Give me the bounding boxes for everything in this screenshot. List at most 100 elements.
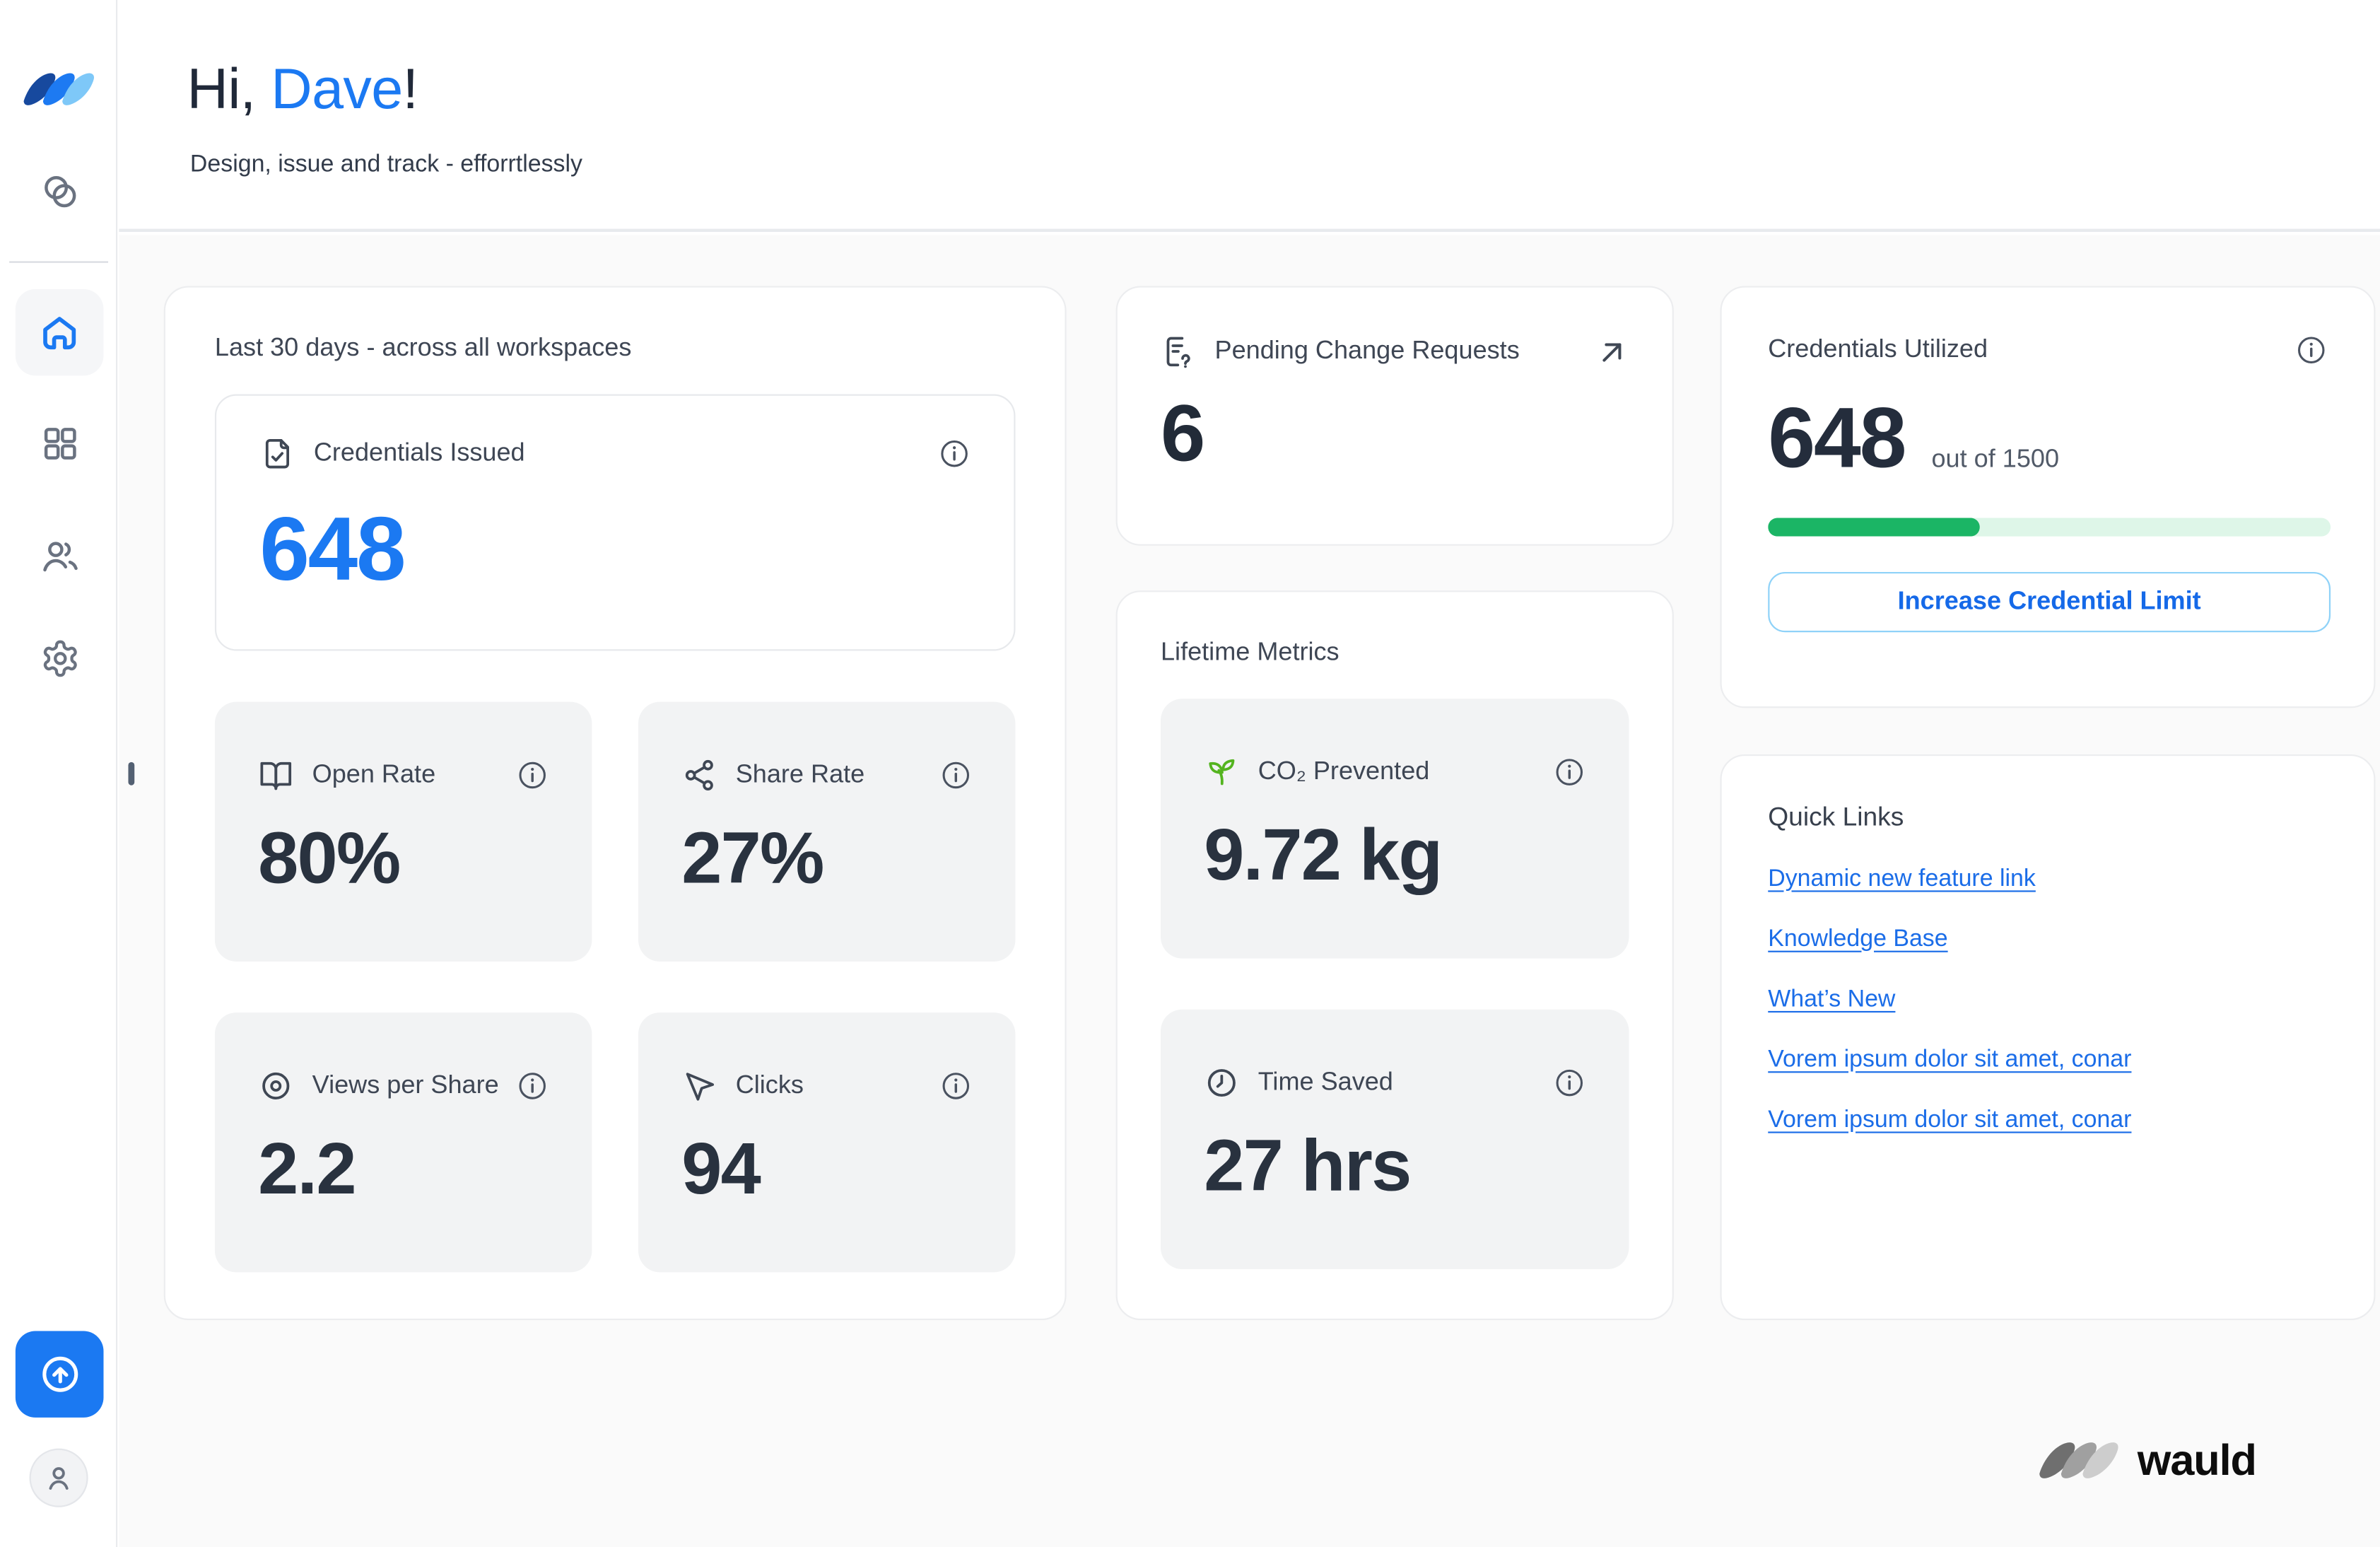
- share-rate-info-button[interactable]: [939, 759, 972, 792]
- info-icon: [1556, 759, 1583, 786]
- brand-name: wauld: [2137, 1436, 2257, 1484]
- open-rate-label: Open Rate: [312, 760, 436, 789]
- share-rate-label: Share Rate: [735, 760, 865, 789]
- credentials-issued-card: Credentials Issued 648: [214, 394, 1016, 651]
- pending-label: Pending Change Requests: [1214, 337, 1520, 365]
- cursor-icon: [686, 1073, 715, 1101]
- credentials-utilized-value: 648: [1768, 389, 1906, 486]
- views-per-share-label-row: Views per Share: [258, 1068, 516, 1104]
- sidebar-item-settings[interactable]: [16, 615, 104, 701]
- metrics-grid: Open Rate 80% Share Rate: [214, 701, 1016, 1273]
- quick-links-title: Quick Links: [1768, 802, 1904, 832]
- quick-link-vorem-1[interactable]: Vorem ipsum dolor sit amet, conar: [1768, 1046, 2132, 1073]
- views-per-share-info-button[interactable]: [516, 1070, 549, 1102]
- info-icon: [942, 761, 970, 789]
- pending-label-row: Pending Change Requests: [1161, 334, 1595, 369]
- circles-overlap-icon: [44, 175, 76, 208]
- credentials-utilized-card: Credentials Utilized 648 out of 1500 Inc…: [1720, 286, 2376, 708]
- pending-value: 6: [1160, 389, 1205, 479]
- list-item: What’s New: [1768, 969, 2327, 1029]
- pending-change-requests-card: Pending Change Requests 6: [1115, 286, 1674, 546]
- credentials-progress-bar: [1768, 518, 2331, 537]
- credentials-issued-info-button[interactable]: [938, 438, 971, 470]
- credentials-issued-label: Credentials Issued: [313, 438, 525, 467]
- clicks-value: 94: [681, 1126, 761, 1209]
- open-rate-value: 80%: [258, 816, 401, 899]
- brand-wave-icon: [2039, 1442, 2118, 1478]
- main-content: Last 30 days - across all workspaces Cre…: [119, 235, 2380, 1547]
- time-saved-card: Time Saved 27 hrs: [1160, 1009, 1629, 1270]
- info-icon: [2297, 337, 2325, 364]
- co2-prevented-value: 9.72 kg: [1204, 813, 1443, 895]
- grid-icon: [43, 428, 76, 460]
- brand-logo-icon: [23, 73, 94, 105]
- header: Hi, Dave! Design, issue and track - effo…: [119, 0, 2380, 232]
- pending-open-button[interactable]: [1595, 334, 1629, 368]
- book-open-icon: [260, 761, 292, 790]
- clicks-label-row: Clicks: [681, 1068, 939, 1104]
- quick-link-whats-new[interactable]: What’s New: [1768, 985, 1896, 1012]
- clicks-label: Clicks: [735, 1071, 804, 1099]
- open-rate-info-button[interactable]: [516, 759, 549, 792]
- quick-link-dynamic-feature[interactable]: Dynamic new feature link: [1768, 865, 2036, 892]
- info-icon: [519, 1073, 546, 1099]
- page-subtitle: Design, issue and track - efforrtlessly: [189, 151, 582, 178]
- quick-link-vorem-2[interactable]: Vorem ipsum dolor sit amet, conar: [1768, 1106, 2132, 1133]
- list-item: Vorem ipsum dolor sit amet, conar: [1768, 1029, 2327, 1090]
- eye-icon: [262, 1072, 290, 1100]
- sidebar-item-users[interactable]: [16, 513, 104, 600]
- user-avatar[interactable]: [29, 1448, 88, 1507]
- sidebar-divider: [9, 261, 109, 263]
- upload-circle-icon: [42, 1356, 78, 1392]
- views-per-share-label: Views per Share: [312, 1071, 499, 1099]
- credentials-issued-label-row: Credentials Issued: [259, 436, 938, 472]
- quick-link-knowledge-base[interactable]: Knowledge Base: [1768, 925, 1948, 952]
- sidebar-resize-handle[interactable]: [128, 761, 135, 786]
- person-icon: [49, 1467, 69, 1490]
- open-rate-card: Open Rate 80%: [214, 701, 592, 962]
- co2-prevented-card: CO₂ Prevented 9.72 kg: [1160, 699, 1629, 959]
- users-icon: [42, 542, 77, 572]
- info-icon: [942, 1073, 970, 1099]
- settings-icon: [42, 640, 76, 677]
- sidebar-item-home[interactable]: [15, 288, 104, 376]
- user-name: Dave: [271, 57, 403, 121]
- time-saved-label-row: Time Saved: [1204, 1065, 1553, 1100]
- info-icon: [519, 761, 546, 789]
- increase-credential-limit-button[interactable]: Increase Credential Limit: [1768, 571, 2331, 633]
- quick-links-list: Dynamic new feature link Knowledge Base …: [1768, 848, 2327, 1150]
- file-check-icon: [265, 438, 290, 469]
- views-per-share-value: 2.2: [258, 1126, 356, 1209]
- credentials-utilized-info-button[interactable]: [2295, 334, 2328, 366]
- last-30-days-title: Last 30 days - across all workspaces: [214, 334, 632, 362]
- list-item: Knowledge Base: [1768, 909, 2327, 969]
- share-rate-value: 27%: [681, 816, 824, 899]
- page-title: Hi, Dave!: [187, 57, 418, 121]
- time-saved-value: 27 hrs: [1204, 1123, 1412, 1206]
- file-question-icon: [1166, 337, 1190, 368]
- co2-info-button[interactable]: [1553, 756, 1585, 788]
- list-item: Dynamic new feature link: [1768, 848, 2327, 909]
- upload-button[interactable]: [15, 1331, 104, 1418]
- arrow-up-right-icon: [1602, 342, 1622, 361]
- lifetime-metrics-card: Lifetime Metrics CO₂ Prevented 9.72 kg: [1115, 590, 1674, 1321]
- share-rate-label-row: Share Rate: [681, 757, 939, 793]
- credentials-limit-text: out of 1500: [1931, 445, 2060, 474]
- clicks-card: Clicks 94: [638, 1012, 1016, 1273]
- sidebar-item-workspaces[interactable]: [16, 148, 104, 235]
- footer-brand: wauld: [2035, 1436, 2257, 1485]
- sidebar-item-apps[interactable]: [16, 400, 104, 486]
- time-saved-label: Time Saved: [1258, 1068, 1393, 1097]
- credentials-issued-value: 648: [259, 499, 406, 600]
- sidebar: [0, 0, 118, 1547]
- sprout-icon: [1209, 759, 1235, 786]
- last-30-days-card: Last 30 days - across all workspaces Cre…: [163, 286, 1067, 1321]
- co2-label-row: CO₂ Prevented: [1204, 754, 1553, 790]
- clicks-info-button[interactable]: [939, 1070, 972, 1102]
- time-saved-info-button[interactable]: [1553, 1067, 1585, 1099]
- info-icon: [941, 440, 968, 467]
- co2-prevented-label: CO₂ Prevented: [1258, 757, 1430, 786]
- quick-links-card: Quick Links Dynamic new feature link Kno…: [1720, 754, 2376, 1321]
- info-icon: [1556, 1069, 1583, 1097]
